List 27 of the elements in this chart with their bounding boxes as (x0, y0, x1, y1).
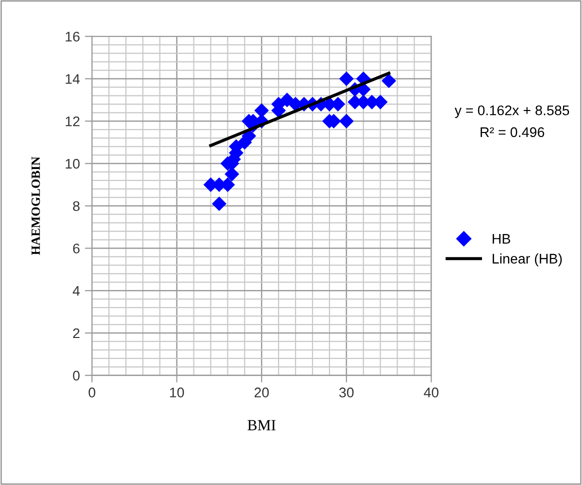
x-tick-label: 30 (339, 388, 354, 398)
x-tick-label: 20 (254, 388, 269, 398)
y-tick-label: 0 (72, 370, 80, 381)
point (224, 166, 240, 182)
y-tick-label: 2 (73, 328, 80, 338)
legend-label: Linear (HB) (492, 253, 562, 266)
point (212, 196, 226, 212)
y-tick-label: 16 (66, 32, 80, 42)
x-tick-label: 40 (424, 388, 438, 398)
y-tick-label: 8 (73, 201, 80, 212)
legend-label: HB (492, 234, 510, 244)
y-tick-label: 10 (66, 158, 80, 169)
text: y = 0.162x + 8.585 (454, 105, 570, 118)
y-tick-label: 4 (72, 286, 80, 296)
point (382, 74, 396, 88)
x-tick-label: 10 (170, 388, 184, 398)
y-tick-label: 14 (66, 74, 80, 84)
y-axis-title: HAEMOGLOBIN (32, 156, 40, 255)
x-axis-title: BMI (248, 420, 276, 430)
y-tick-label: 6 (73, 244, 80, 254)
point (254, 103, 269, 118)
text: R² = 0.496 (480, 127, 544, 138)
y-tick-label: 12 (66, 116, 80, 126)
x-tick-label: 0 (88, 388, 96, 398)
point (280, 92, 294, 108)
point (339, 114, 354, 128)
point (339, 71, 354, 86)
